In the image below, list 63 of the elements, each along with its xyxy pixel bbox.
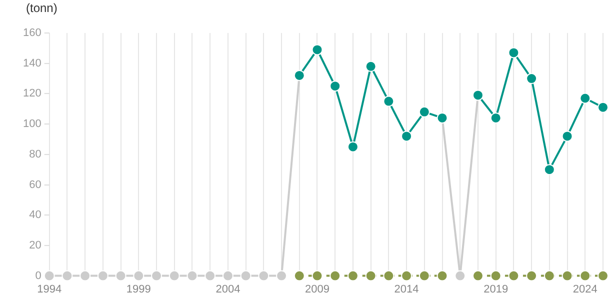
x-tick-label: 1999 — [126, 283, 151, 296]
point — [454, 270, 466, 282]
point — [401, 270, 412, 282]
point — [598, 102, 608, 113]
point — [312, 44, 323, 56]
y-tick-label: 40 — [29, 209, 42, 222]
y-tick-label: 0 — [35, 270, 42, 282]
point — [204, 270, 216, 282]
point — [312, 270, 323, 282]
x-tick-label: 2024 — [572, 283, 598, 296]
y-tick-label: 120 — [22, 88, 42, 100]
point — [383, 270, 394, 282]
point — [544, 270, 555, 282]
point — [186, 270, 198, 282]
point — [401, 130, 412, 142]
point — [62, 270, 73, 282]
x-tick-label: 1994 — [37, 283, 62, 296]
point — [383, 96, 394, 107]
point — [490, 112, 502, 124]
point — [562, 270, 573, 282]
point — [580, 92, 591, 104]
point — [133, 270, 144, 282]
point — [347, 141, 358, 152]
point — [151, 270, 162, 282]
point — [294, 270, 305, 282]
point — [508, 47, 520, 58]
point — [436, 270, 448, 282]
y-tick-label: 140 — [22, 57, 42, 70]
point — [276, 270, 288, 282]
y-axis-title: (tonn) — [26, 1, 58, 15]
point — [508, 270, 520, 282]
point — [526, 270, 538, 282]
point — [472, 270, 484, 282]
point — [240, 270, 252, 282]
point — [330, 270, 341, 282]
point — [544, 164, 555, 176]
x-tick-label: 2004 — [216, 283, 240, 296]
x-tick-label: 2019 — [484, 283, 508, 296]
point — [418, 106, 430, 118]
point — [365, 60, 376, 72]
point — [330, 80, 341, 92]
x-tick-label: 2009 — [305, 283, 330, 296]
point — [80, 270, 91, 282]
point — [598, 270, 608, 282]
y-tick-label: 20 — [29, 239, 42, 252]
point — [258, 270, 270, 282]
point — [168, 270, 180, 282]
point — [222, 270, 234, 282]
point — [97, 270, 108, 282]
y-tick-label: 80 — [29, 148, 42, 160]
point — [526, 73, 538, 84]
point — [580, 270, 591, 282]
point — [115, 270, 126, 282]
point — [347, 270, 358, 282]
point — [44, 270, 55, 282]
point — [490, 270, 502, 282]
y-tick-label: 60 — [29, 178, 42, 191]
point — [365, 270, 376, 282]
y-tick-label: 100 — [22, 118, 42, 130]
y-tick-label: 160 — [22, 27, 42, 40]
point — [562, 130, 573, 142]
x-tick-label: 2014 — [394, 283, 419, 296]
point — [418, 270, 430, 282]
